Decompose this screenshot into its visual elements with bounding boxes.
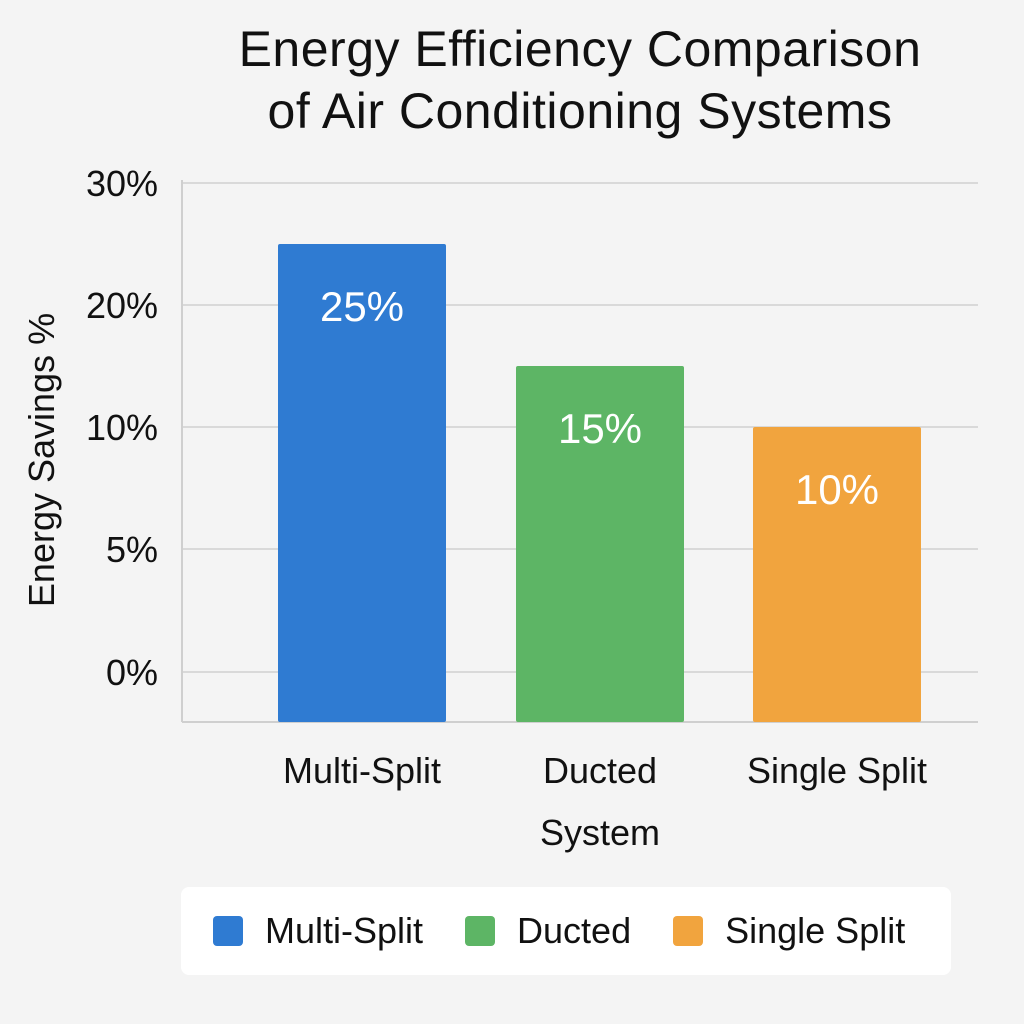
legend-item-single-split: Single Split (673, 910, 905, 952)
legend-item-multi-split: Multi-Split (213, 910, 423, 952)
legend-label-ducted: Ducted (517, 910, 632, 951)
bar-multi-split (278, 244, 446, 722)
legend-swatch-ducted (465, 916, 496, 946)
bar-single-split (753, 427, 921, 722)
x-tick-label-ducted-system-line-1: Ducted (543, 750, 657, 791)
bar-value-label-multi-split: 25% (320, 283, 404, 330)
legend-swatch-multi-split (213, 916, 243, 946)
legend-swatch-single-split (673, 916, 704, 946)
chart-title: Energy Efficiency Comparison of Air Cond… (150, 18, 1010, 142)
y-tick-label-10: 10% (86, 407, 158, 448)
legend-label-single-split: Single Split (725, 910, 906, 951)
y-tick-label-5: 5% (106, 529, 158, 570)
x-tick-label-single-split: Single Split (747, 750, 927, 791)
x-tick-label-multi-split: Multi-Split (283, 750, 441, 791)
legend-label-multi-split: Multi-Split (265, 910, 424, 951)
bar-value-label-ducted-system: 15% (558, 405, 642, 452)
y-axis-label: Energy Savings % (21, 313, 62, 607)
y-tick-label-0: 0% (106, 652, 158, 693)
y-tick-label-30: 30% (86, 163, 158, 204)
bar-chart: 0% 5% 10% 20% 30% Energy Savings % 25% Multi-Sp… (21, 163, 978, 853)
bar-value-label-single-split: 10% (795, 466, 879, 513)
y-tick-label-20: 20% (86, 285, 158, 326)
chart-title-line-1: Energy Efficiency Comparison (238, 21, 922, 77)
x-tick-label-ducted-system-line-2: System (540, 812, 660, 853)
chart-legend: Multi-Split Ducted Single Split (181, 887, 951, 975)
bar-ducted-system (516, 366, 684, 722)
legend-item-ducted: Ducted (465, 910, 631, 952)
chart-title-line-2: of Air Conditioning Systems (267, 83, 893, 139)
